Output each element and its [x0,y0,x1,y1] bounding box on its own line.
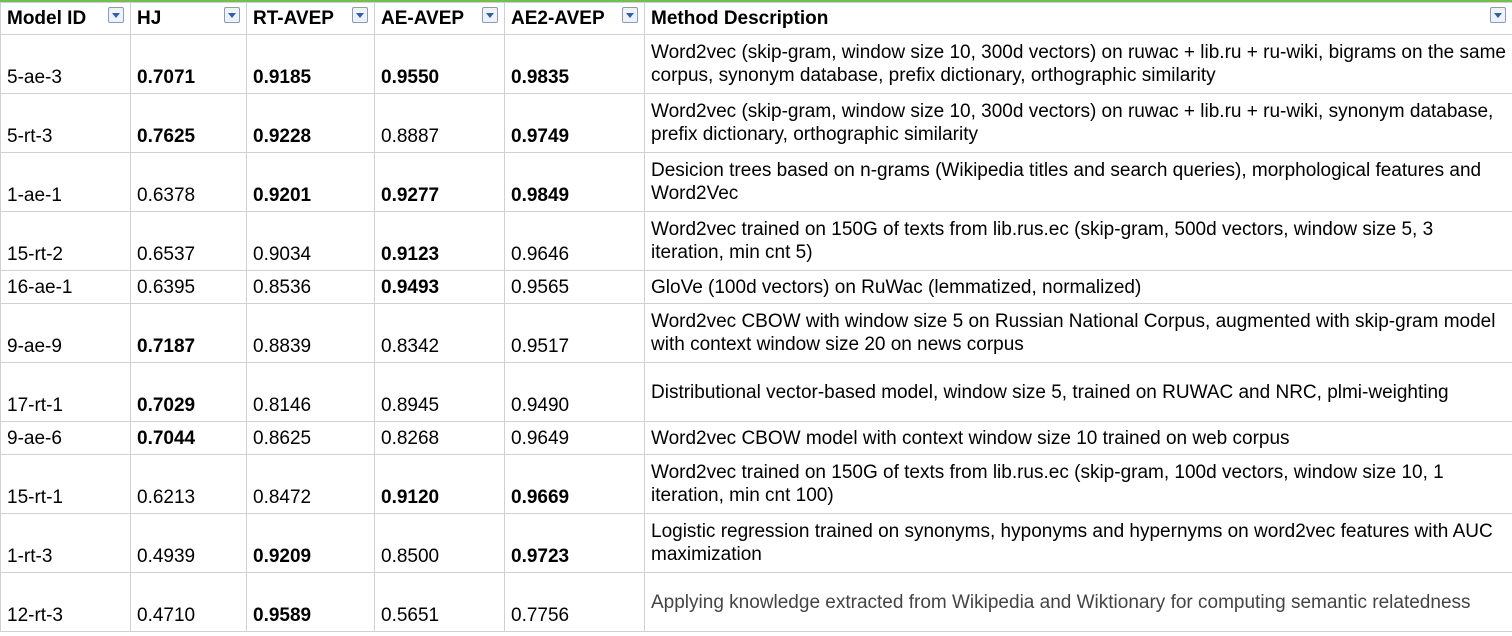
cell-ae2-avep[interactable]: 0.9835 [504,34,645,94]
cell-ae2-avep[interactable]: 0.9723 [504,513,645,573]
cell-model-id[interactable]: 16-ae-1 [0,270,131,304]
cell-hj[interactable]: 0.6213 [130,454,247,514]
column-header-label: AE2-AVEP [511,7,605,29]
cell-rt-avep[interactable]: 0.8839 [246,303,375,363]
table-row[interactable]: 17-rt-1 0.7029 0.8146 0.8945 0.9490 Dist… [0,362,1512,422]
cell-method-description[interactable]: Distributional vector-based model, windo… [644,362,1512,422]
cell-ae2-avep[interactable]: 0.7756 [504,572,645,632]
cell-ae2-avep[interactable]: 0.9517 [504,303,645,363]
column-header-label: HJ [137,7,162,29]
cell-method-description[interactable]: Word2vec trained on 150G of texts from l… [644,211,1512,271]
cell-model-id[interactable]: 9-ae-9 [0,303,131,363]
cell-rt-avep[interactable]: 0.8625 [246,421,375,455]
cell-ae-avep[interactable]: 0.8945 [374,362,505,422]
column-header-label: AE-AVEP [381,7,465,29]
header-row: Model ID HJ RT-AVEP AE-AVEP AE2-AVEP Met… [0,2,1512,35]
cell-ae-avep[interactable]: 0.8268 [374,421,505,455]
cell-model-id[interactable]: 1-ae-1 [0,152,131,212]
cell-ae2-avep[interactable]: 0.9646 [504,211,645,271]
column-header-label: Model ID [7,7,87,29]
column-header-label: RT-AVEP [253,7,334,29]
cell-model-id[interactable]: 5-rt-3 [0,93,131,153]
cell-rt-avep[interactable]: 0.9228 [246,93,375,153]
table-row[interactable]: 1-rt-3 0.4939 0.9209 0.8500 0.9723 Logis… [0,513,1512,573]
cell-model-id[interactable]: 9-ae-6 [0,421,131,455]
cell-hj[interactable]: 0.7044 [130,421,247,455]
cell-ae-avep[interactable]: 0.8342 [374,303,505,363]
cell-method-description[interactable]: Applying knowledge extracted from Wikipe… [644,572,1512,632]
table-row[interactable]: 5-ae-3 0.7071 0.9185 0.9550 0.9835 Word2… [0,34,1512,94]
cell-method-description[interactable]: Word2vec CBOW model with context window … [644,421,1512,455]
cell-rt-avep[interactable]: 0.8536 [246,270,375,304]
table-row[interactable]: 15-rt-2 0.6537 0.9034 0.9123 0.9646 Word… [0,211,1512,271]
table-row[interactable]: 12-rt-3 0.4710 0.9589 0.5651 0.7756 Appl… [0,572,1512,632]
cell-hj[interactable]: 0.4710 [130,572,247,632]
filter-dropdown-icon[interactable] [352,7,368,23]
cell-ae-avep[interactable]: 0.9277 [374,152,505,212]
cell-ae-avep[interactable]: 0.8887 [374,93,505,153]
table-row[interactable]: 5-rt-3 0.7625 0.9228 0.8887 0.9749 Word2… [0,93,1512,153]
cell-ae-avep[interactable]: 0.9120 [374,454,505,514]
cell-ae2-avep[interactable]: 0.9565 [504,270,645,304]
table-row[interactable]: 9-ae-6 0.7044 0.8625 0.8268 0.9649 Word2… [0,421,1512,455]
column-header-ae2-avep[interactable]: AE2-AVEP [504,2,645,35]
cell-method-description[interactable]: Desicion trees based on n-grams (Wikiped… [644,152,1512,212]
cell-hj[interactable]: 0.6378 [130,152,247,212]
cell-rt-avep[interactable]: 0.9034 [246,211,375,271]
cell-hj[interactable]: 0.4939 [130,513,247,573]
filter-dropdown-icon[interactable] [622,7,638,23]
table-row[interactable]: 1-ae-1 0.6378 0.9201 0.9277 0.9849 Desic… [0,152,1512,212]
cell-rt-avep[interactable]: 0.8472 [246,454,375,514]
column-header-hj[interactable]: HJ [130,2,247,35]
cell-hj[interactable]: 0.7029 [130,362,247,422]
cell-hj[interactable]: 0.7071 [130,34,247,94]
cell-method-description[interactable]: Word2vec (skip-gram, window size 10, 300… [644,34,1512,94]
cell-model-id[interactable]: 1-rt-3 [0,513,131,573]
filter-dropdown-icon[interactable] [108,7,124,23]
cell-method-description[interactable]: Word2vec CBOW with window size 5 on Russ… [644,303,1512,363]
cell-rt-avep[interactable]: 0.8146 [246,362,375,422]
cell-method-description[interactable]: Logistic regression trained on synonyms,… [644,513,1512,573]
cell-ae2-avep[interactable]: 0.9669 [504,454,645,514]
cell-ae-avep[interactable]: 0.9123 [374,211,505,271]
cell-method-description[interactable]: GloVe (100d vectors) on RuWac (lemmatize… [644,270,1512,304]
cell-ae2-avep[interactable]: 0.9490 [504,362,645,422]
cell-model-id[interactable]: 12-rt-3 [0,572,131,632]
filter-dropdown-icon[interactable] [1490,7,1506,23]
table-row[interactable]: 9-ae-9 0.7187 0.8839 0.8342 0.9517 Word2… [0,303,1512,363]
cell-ae2-avep[interactable]: 0.9649 [504,421,645,455]
column-header-rt-avep[interactable]: RT-AVEP [246,2,375,35]
cell-model-id[interactable]: 15-rt-2 [0,211,131,271]
cell-ae-avep[interactable]: 0.8500 [374,513,505,573]
cell-ae-avep[interactable]: 0.9493 [374,270,505,304]
cell-ae2-avep[interactable]: 0.9749 [504,93,645,153]
cell-hj[interactable]: 0.7625 [130,93,247,153]
column-header-method-description[interactable]: Method Description [644,2,1512,35]
cell-ae2-avep[interactable]: 0.9849 [504,152,645,212]
cell-hj[interactable]: 0.6537 [130,211,247,271]
cell-model-id[interactable]: 5-ae-3 [0,34,131,94]
cell-rt-avep[interactable]: 0.9209 [246,513,375,573]
cell-rt-avep[interactable]: 0.9185 [246,34,375,94]
cell-ae-avep[interactable]: 0.9550 [374,34,505,94]
cell-model-id[interactable]: 17-rt-1 [0,362,131,422]
cell-rt-avep[interactable]: 0.9201 [246,152,375,212]
cell-hj[interactable]: 0.7187 [130,303,247,363]
column-header-model-id[interactable]: Model ID [0,2,131,35]
cell-ae-avep[interactable]: 0.5651 [374,572,505,632]
table-row[interactable]: 16-ae-1 0.6395 0.8536 0.9493 0.9565 GloV… [0,270,1512,304]
column-header-label: Method Description [651,7,829,29]
table-row[interactable]: 15-rt-1 0.6213 0.8472 0.9120 0.9669 Word… [0,454,1512,514]
filter-dropdown-icon[interactable] [224,7,240,23]
top-border [0,0,1512,2]
cell-method-description[interactable]: Word2vec (skip-gram, window size 10, 300… [644,93,1512,153]
filter-dropdown-icon[interactable] [482,7,498,23]
column-header-ae-avep[interactable]: AE-AVEP [374,2,505,35]
cell-hj[interactable]: 0.6395 [130,270,247,304]
cell-rt-avep[interactable]: 0.9589 [246,572,375,632]
cell-model-id[interactable]: 15-rt-1 [0,454,131,514]
cell-method-description[interactable]: Word2vec trained on 150G of texts from l… [644,454,1512,514]
